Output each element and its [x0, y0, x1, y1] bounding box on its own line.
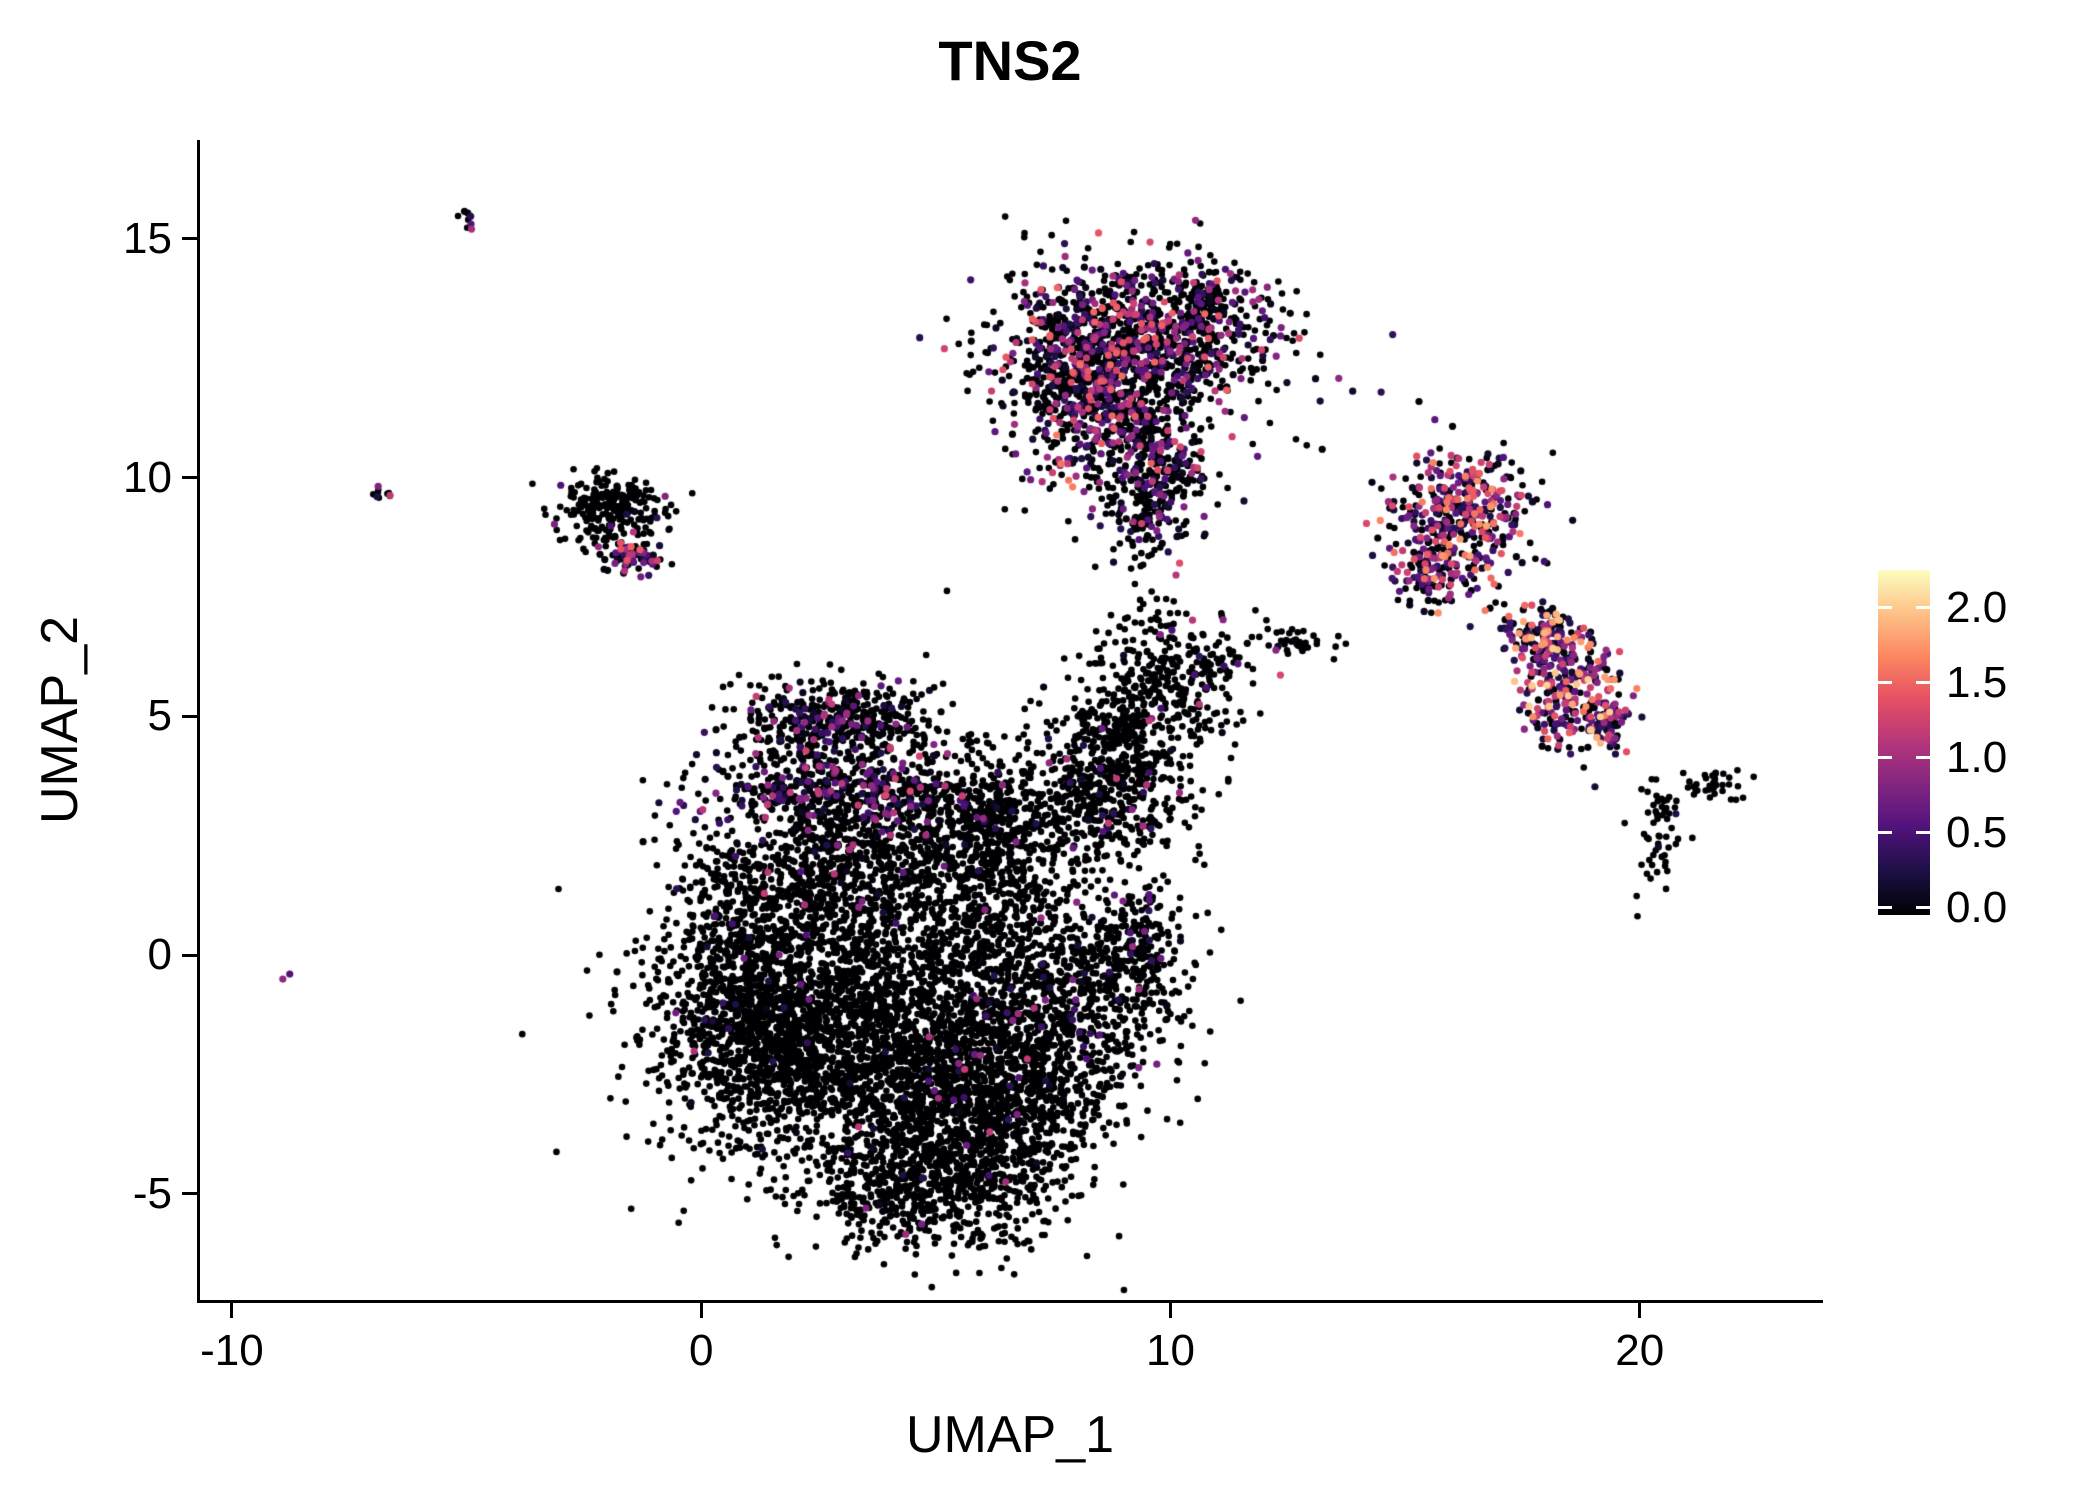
x-axis-line	[197, 1300, 1823, 1303]
x-tick-label: 0	[688, 1326, 714, 1375]
colorbar-tick-mark	[1878, 906, 1892, 909]
colorbar-tick-mark	[1878, 681, 1892, 684]
colorbar-tick-mark	[1916, 906, 1930, 909]
y-tick-mark	[182, 714, 197, 718]
colorbar-tick-label: 2.0	[1946, 582, 2008, 632]
x-tick-label: 20	[1615, 1326, 1665, 1375]
colorbar-tick-mark	[1878, 756, 1892, 759]
colorbar-tick-label: 1.5	[1946, 657, 2008, 707]
y-tick-label: 10	[123, 452, 172, 502]
y-tick-mark	[182, 953, 197, 957]
colorbar-tick-mark	[1916, 831, 1930, 834]
x-tick-mark	[1168, 1303, 1172, 1318]
y-axis-line	[197, 140, 200, 1303]
colorbar-tick-label: 0.0	[1946, 882, 2008, 932]
y-tick-label: 5	[147, 691, 172, 741]
y-tick-mark	[182, 1192, 197, 1196]
plot-title: TNS2	[938, 29, 1082, 92]
colorbar-tick-label: 0.5	[1946, 807, 2008, 857]
y-tick-label: 0	[147, 930, 172, 980]
colorbar-tick-mark	[1916, 606, 1930, 609]
x-tick-mark	[1638, 1303, 1642, 1318]
x-tick-label: -10	[200, 1326, 264, 1375]
x-tick-label: 10	[1146, 1326, 1195, 1375]
colorbar-tick-mark	[1916, 681, 1930, 684]
y-tick-label: 15	[123, 213, 172, 263]
expression-colorbar	[1878, 570, 1930, 915]
y-tick-mark	[182, 476, 197, 480]
x-axis-title: UMAP_1	[905, 1406, 1115, 1464]
colorbar-tick-mark	[1878, 606, 1892, 609]
colorbar-tick-mark	[1916, 756, 1930, 759]
x-tick-mark	[699, 1303, 703, 1318]
colorbar-tick-mark	[1878, 831, 1892, 834]
colorbar-tick-label: 1.0	[1946, 732, 2008, 782]
y-tick-mark	[182, 237, 197, 241]
y-tick-label: -5	[132, 1168, 172, 1218]
y-axis-title: UMAP_2	[31, 615, 89, 825]
x-tick-mark	[230, 1303, 234, 1318]
